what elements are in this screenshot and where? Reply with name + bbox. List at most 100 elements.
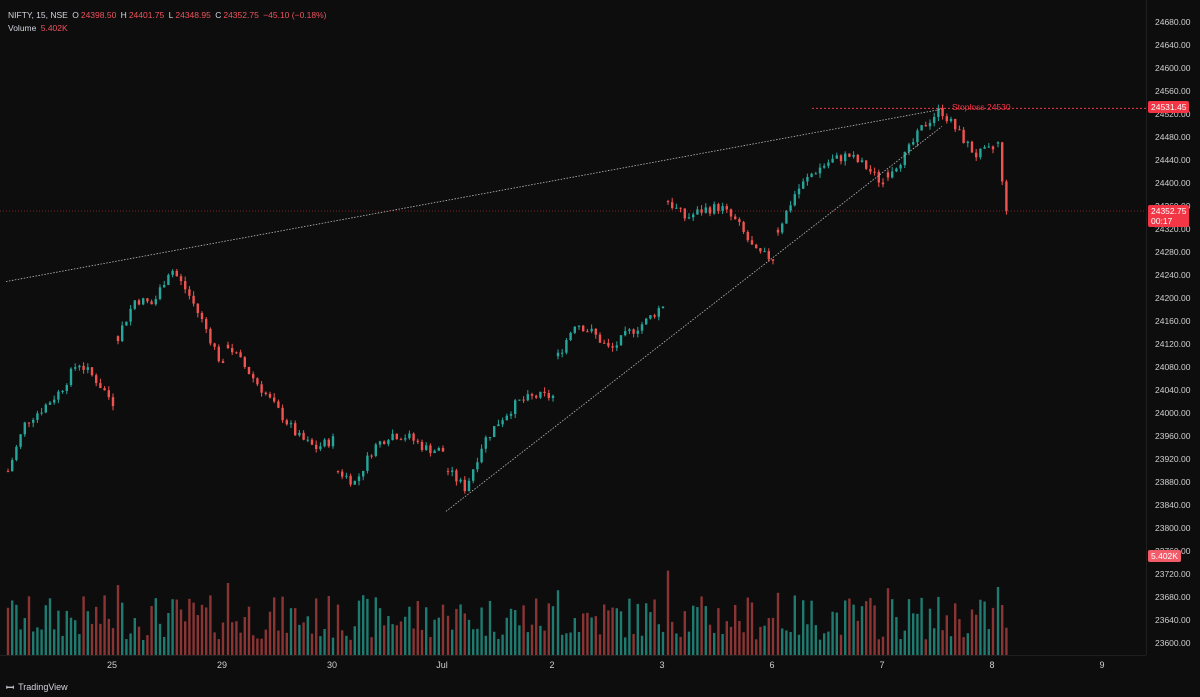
volume-bar bbox=[48, 598, 52, 655]
stoploss-label: Stoploss 24530 bbox=[952, 102, 1011, 112]
time-axis[interactable]: 25 29 30 Jul 2 3 6 7 8 9 bbox=[0, 655, 1146, 678]
tradingview-logo[interactable]: ꟷ TradingView bbox=[6, 680, 68, 694]
volume-bar bbox=[649, 612, 652, 655]
price-tick-label: 23920.00 bbox=[1155, 453, 1191, 464]
volume-bar bbox=[484, 635, 487, 655]
volume-bar bbox=[370, 637, 373, 655]
chart-plot-area[interactable]: NIFTY, 15, NSE O 24398.50 H 24401.75 L 2434… bbox=[0, 0, 1146, 655]
volume-bar bbox=[395, 625, 398, 655]
volume-bar bbox=[331, 637, 335, 655]
volume-bar bbox=[522, 605, 525, 655]
price-tick-label: 23840.00 bbox=[1155, 499, 1191, 510]
volume-bar bbox=[881, 636, 885, 655]
candle-body bbox=[252, 374, 255, 379]
time-tick-label: 6 bbox=[769, 660, 775, 670]
candle-body bbox=[649, 315, 652, 319]
volume-bar bbox=[671, 621, 674, 655]
last-price-tag: 24352.75 00:17 bbox=[1148, 205, 1190, 227]
candle-body bbox=[451, 470, 454, 472]
footer: ꟷ TradingView bbox=[0, 677, 1200, 697]
candle-body bbox=[895, 168, 898, 172]
candle-body bbox=[192, 295, 195, 304]
volume-bar bbox=[895, 617, 898, 655]
volume-bar bbox=[916, 613, 919, 655]
candle-body bbox=[209, 329, 212, 344]
candle-body bbox=[150, 301, 153, 305]
candle-body bbox=[163, 284, 166, 288]
volume-bar bbox=[785, 630, 788, 655]
candle-body bbox=[530, 394, 534, 396]
volume-bar bbox=[661, 631, 665, 655]
volume-bar bbox=[907, 599, 911, 655]
time-tick-label: 7 bbox=[879, 660, 885, 670]
volume-bar bbox=[15, 604, 18, 655]
price-tick-label: 24080.00 bbox=[1155, 361, 1191, 372]
candle-body bbox=[725, 206, 728, 210]
candle-body bbox=[657, 308, 660, 317]
volume-bar bbox=[1001, 605, 1004, 655]
volume-bar bbox=[776, 592, 780, 655]
candle-body bbox=[505, 415, 508, 421]
candle-body bbox=[750, 240, 754, 245]
volume-bar bbox=[987, 629, 990, 655]
volume-bar bbox=[561, 634, 564, 655]
volume-bar bbox=[767, 618, 770, 655]
volume-bar bbox=[306, 616, 309, 655]
candle-body bbox=[103, 388, 106, 391]
volume-bar bbox=[860, 606, 864, 655]
price-tick-label: 23600.00 bbox=[1155, 637, 1191, 648]
candle-body bbox=[345, 475, 348, 477]
price-tick-label: 24240.00 bbox=[1155, 269, 1191, 280]
volume-tag: 5.402K bbox=[1148, 550, 1181, 562]
candle-body bbox=[476, 462, 479, 470]
candle-body bbox=[239, 352, 242, 358]
volume-bar bbox=[551, 606, 555, 655]
volume-bar bbox=[437, 617, 440, 655]
candle-body bbox=[755, 244, 758, 249]
volume-bar bbox=[505, 617, 508, 655]
candle-body bbox=[729, 209, 733, 217]
candle-body bbox=[86, 367, 89, 370]
volume-bar bbox=[455, 608, 458, 655]
volume-bar bbox=[408, 606, 411, 655]
volume-bar bbox=[463, 613, 466, 655]
candle-body bbox=[146, 298, 149, 302]
volume-bar bbox=[239, 632, 242, 655]
volume-bar bbox=[171, 599, 174, 655]
candle-body bbox=[949, 118, 953, 122]
volume-bar bbox=[573, 618, 576, 655]
candle-body bbox=[235, 352, 238, 354]
price-axis[interactable]: 24680.00 24640.00 24600.00 24560.00 24520.00… bbox=[1146, 0, 1200, 655]
volume-bar bbox=[420, 629, 424, 655]
volume-label[interactable]: Volume bbox=[8, 23, 37, 33]
candle-body bbox=[632, 329, 635, 334]
close-label: C bbox=[215, 10, 222, 20]
candle-body bbox=[437, 448, 440, 451]
volume-bar bbox=[717, 608, 720, 655]
candlestick-chart[interactable] bbox=[0, 0, 1146, 655]
volume-bar bbox=[399, 621, 403, 655]
volume-bar bbox=[357, 600, 361, 655]
volume-bar bbox=[611, 607, 614, 655]
volume-bar bbox=[873, 605, 876, 655]
time-tick-label: 9 bbox=[1099, 660, 1105, 670]
volume-bar bbox=[476, 628, 479, 655]
volume-bar bbox=[827, 631, 830, 655]
candle-body bbox=[90, 367, 94, 376]
candle-body bbox=[903, 151, 906, 166]
symbol-name[interactable]: NIFTY, 15, NSE bbox=[8, 10, 68, 20]
price-tick-label: 24320.00 bbox=[1155, 223, 1191, 234]
candle-body bbox=[40, 412, 43, 414]
candle-body bbox=[535, 395, 538, 398]
candle-body bbox=[188, 289, 191, 296]
volume-bar bbox=[844, 600, 847, 655]
volume-bar bbox=[755, 639, 758, 655]
candle-body bbox=[281, 407, 284, 421]
volume-bar bbox=[294, 608, 297, 655]
open-label: O bbox=[72, 10, 79, 20]
candle-body bbox=[383, 441, 386, 444]
candle-body bbox=[32, 419, 35, 423]
volume-bar bbox=[163, 636, 166, 655]
volume-bar bbox=[383, 625, 386, 655]
volume-bar bbox=[95, 606, 98, 655]
